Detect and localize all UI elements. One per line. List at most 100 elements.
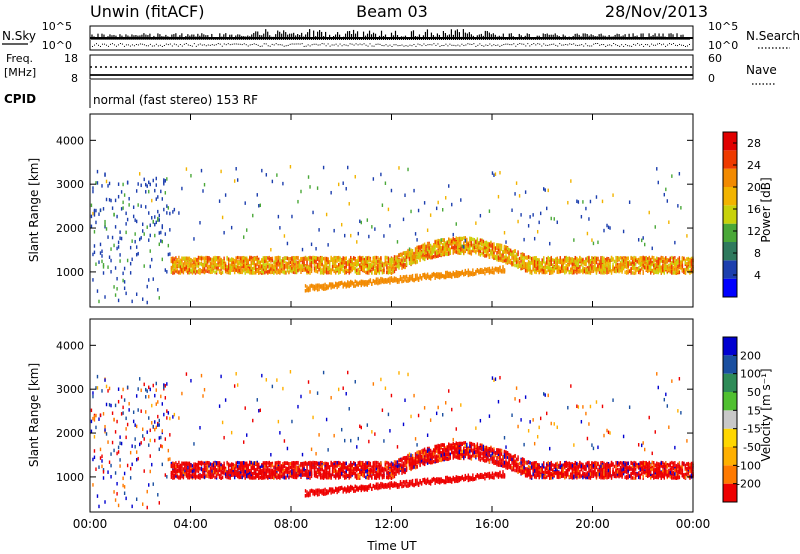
power-cell [116,246,118,251]
power-cell [665,266,667,271]
power-cell [190,258,192,263]
power-cell [595,270,598,274]
power-cell [342,264,344,269]
nsearch-dot [677,45,679,47]
power-cell [607,225,610,230]
power-cell [401,252,403,257]
nsearch-dot [631,45,633,47]
power-cell [502,250,504,254]
power-cell [579,258,581,262]
power-cell [359,258,361,262]
nsearch-dot [423,43,425,45]
power-cell [149,182,151,187]
power-cell [423,275,426,280]
power-cell [282,267,284,271]
power-cell [624,257,626,262]
nsearch-dot [653,44,655,46]
nsearch-dot [379,43,381,45]
power-cell [469,244,471,249]
power-cell [95,208,97,213]
power-cell [371,282,373,286]
nsearch-dot [689,43,691,45]
power-cell [362,264,364,269]
power-cell [662,267,664,271]
nsearch-dot [189,44,191,46]
power-cell [644,242,646,247]
power-cell [125,222,127,226]
power-cell [378,257,381,262]
power-cell [625,265,628,269]
power-cell [212,260,215,265]
power-cell [184,256,186,261]
power-cell [517,260,519,264]
power-cell [401,266,403,270]
power-cell [476,237,479,241]
power-cell [268,263,271,267]
power-cell [337,267,340,272]
power-cell [321,255,323,260]
power-cell [200,168,203,173]
power-cell [117,182,120,186]
nsearch-dot [551,43,553,45]
power-cell [674,256,676,260]
power-cell [469,236,471,241]
power-cell [437,245,439,249]
power-cell [123,280,126,284]
nsearch-dot [177,45,179,47]
nsearch-dot [489,43,491,45]
power-cell [148,278,150,282]
power-cell [356,268,358,273]
power-cell [589,269,592,274]
power-cell [580,269,583,273]
power-cell [494,248,497,253]
power-cell [303,268,305,272]
power-cell [509,259,512,264]
power-cell [625,256,628,261]
power-cell [544,266,546,270]
power-cell [230,257,233,261]
power-cell [350,269,352,274]
power-cell [235,260,237,264]
power-cell [300,265,302,269]
power-cell [491,270,494,274]
power-cell [235,256,237,261]
power-cell [423,246,426,250]
power-cell [291,269,293,274]
power-cell [484,254,486,258]
nsearch-dot [675,44,677,46]
power-cell [132,214,135,219]
power-cell [601,259,604,264]
power-cell [157,209,159,214]
power-cell [387,259,390,264]
power-cell [561,258,563,263]
nsearch-dot [439,45,441,47]
power-cell [252,268,254,273]
power-cell [401,258,403,262]
power-cell [119,253,121,257]
power-cell [265,267,268,272]
power-cell [182,256,185,261]
power-cell [532,213,534,217]
power-cell [452,232,454,237]
power-cell [411,254,414,259]
power-cell [603,267,605,271]
power-cell [662,256,664,260]
power-cell [552,266,554,270]
power-cell [344,233,346,238]
power-cell [601,268,604,272]
power-cell [595,260,598,265]
power-cell [413,278,415,283]
power-cell [291,260,293,265]
power-cell [460,248,462,252]
nsearch-dot [317,44,319,46]
power-cell [473,249,476,253]
power-cell [520,256,522,260]
power-cell [110,269,112,274]
power-cell [671,263,673,267]
power-cell [499,170,501,175]
power-cell [262,261,265,265]
power-cell [404,275,406,279]
power-cell [377,277,379,281]
power-cell [217,261,219,265]
power-cell [546,265,548,270]
